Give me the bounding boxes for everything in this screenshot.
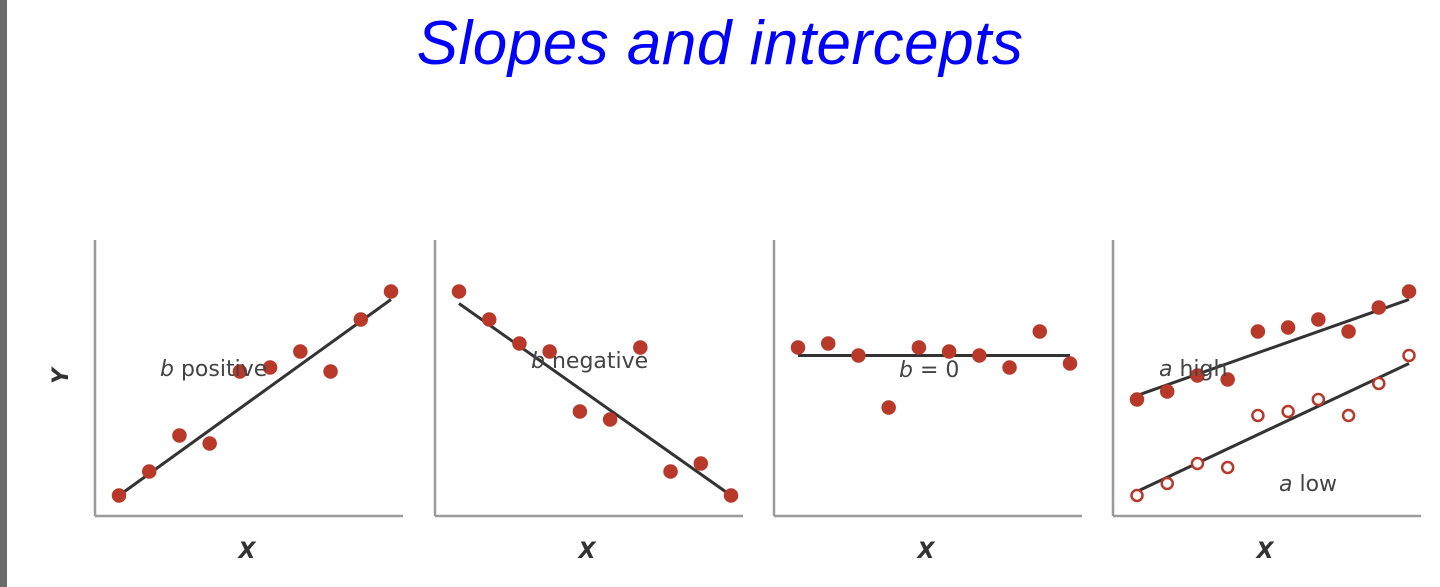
y-axis-label: Y — [49, 366, 74, 384]
data-point — [1341, 324, 1356, 339]
fit-line — [458, 302, 732, 497]
data-point — [1129, 392, 1145, 407]
data-point-open — [1311, 392, 1326, 407]
data-point — [1250, 324, 1266, 339]
data-point — [941, 344, 957, 359]
fit-line — [1136, 298, 1410, 397]
annotation-label: b = 0 — [899, 358, 959, 383]
data-point — [1159, 384, 1175, 399]
x-axis-label: X — [577, 539, 597, 564]
chart-panel-3: Xb = 0 — [772, 240, 1082, 564]
data-point — [663, 464, 678, 479]
data-point — [1371, 300, 1387, 315]
data-point — [1062, 356, 1078, 371]
data-point — [633, 340, 648, 355]
data-point — [512, 336, 527, 351]
data-point-open — [1372, 376, 1386, 391]
data-point — [1311, 312, 1326, 327]
data-point — [851, 348, 866, 363]
data-point — [353, 312, 369, 327]
data-point — [911, 340, 927, 355]
data-point — [820, 336, 836, 351]
data-point — [572, 404, 588, 419]
data-point — [693, 456, 709, 471]
data-point-open — [1130, 488, 1144, 503]
annotation-label: a high — [1159, 357, 1227, 382]
data-point — [1401, 284, 1417, 299]
data-point — [1220, 372, 1235, 387]
data-point — [972, 348, 987, 363]
x-axis-label: X — [1255, 539, 1275, 564]
data-point — [262, 360, 278, 375]
data-point-open — [1220, 460, 1235, 475]
fit-line — [118, 298, 392, 497]
x-axis-label: X — [916, 539, 936, 564]
data-point — [1190, 368, 1205, 383]
data-point — [141, 464, 157, 479]
data-point — [881, 400, 896, 415]
data-point — [542, 344, 557, 359]
data-point — [481, 312, 497, 327]
data-point-open — [1402, 348, 1416, 363]
data-point — [451, 284, 467, 299]
data-point-open — [1341, 408, 1356, 423]
annotation-label: a low — [1279, 472, 1337, 497]
data-point — [383, 284, 399, 299]
data-point — [723, 488, 739, 503]
x-axis-label: X — [237, 539, 257, 564]
data-point — [111, 488, 127, 503]
data-point-open — [1160, 476, 1174, 491]
data-point — [172, 428, 187, 443]
chart-panel-2: Xb negative — [433, 240, 743, 564]
data-point — [602, 412, 618, 427]
fit-line — [1136, 362, 1410, 493]
data-point — [293, 344, 308, 359]
data-point — [1002, 360, 1017, 375]
data-point — [202, 436, 217, 451]
slide-left-border — [0, 0, 7, 587]
data-point-open — [1190, 456, 1205, 471]
data-point — [1280, 320, 1296, 335]
annotation-label: b positive — [160, 357, 267, 382]
data-point — [323, 364, 338, 379]
data-point — [232, 364, 248, 379]
data-point — [1032, 324, 1048, 339]
slide-title: Slopes and intercepts — [416, 9, 1024, 78]
data-point-open — [1251, 408, 1265, 423]
data-point-open — [1281, 404, 1295, 419]
annotation-label: b negative — [531, 349, 648, 374]
chart-panel-4: Xa high a low — [1111, 240, 1421, 564]
data-point — [790, 340, 806, 355]
chart-panel-1: X Y b positive — [49, 240, 403, 564]
